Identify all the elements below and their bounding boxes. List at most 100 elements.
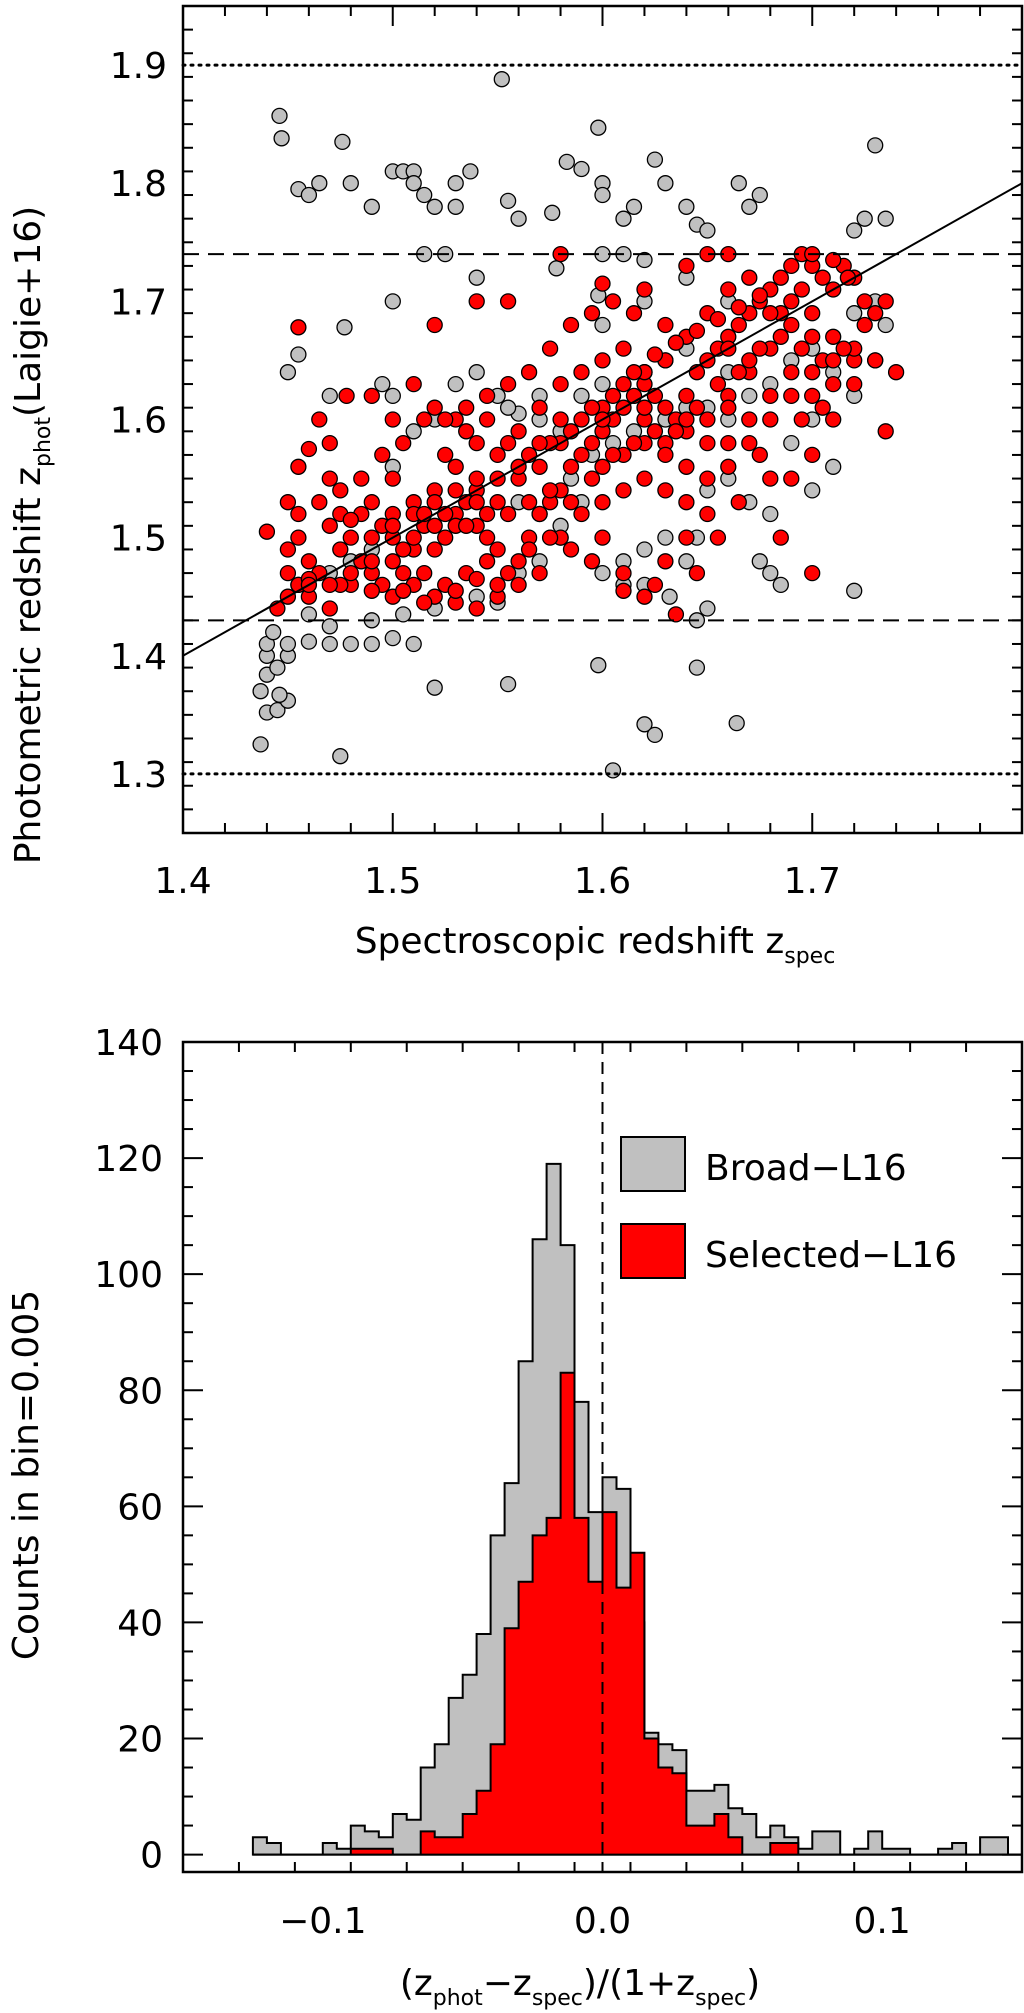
selected-point xyxy=(520,364,538,381)
selected-point xyxy=(531,434,548,452)
broad-point xyxy=(499,675,517,693)
selected-point xyxy=(825,352,842,369)
selected-point xyxy=(615,340,632,357)
histogram-steps xyxy=(251,1042,1022,1872)
histogram-x-tick-label: 0.0 xyxy=(574,1901,631,1942)
selected-point xyxy=(510,553,527,570)
selected-point xyxy=(636,588,653,605)
selected-point xyxy=(699,411,716,428)
selected-point xyxy=(573,411,590,428)
broad-point xyxy=(646,726,664,744)
broad-point xyxy=(447,175,464,192)
selected-point xyxy=(478,553,496,570)
histogram-y-tick-label: 80 xyxy=(117,1371,163,1412)
selected-point xyxy=(772,269,789,286)
histogram-y-tick-label: 0 xyxy=(140,1836,163,1877)
selected-point xyxy=(814,399,831,416)
selected-point xyxy=(594,275,611,292)
selected-point xyxy=(678,458,695,475)
broad-point xyxy=(636,541,653,558)
selected-point xyxy=(657,316,674,334)
selected-point xyxy=(804,364,821,381)
selected-point xyxy=(321,600,338,617)
broad-point xyxy=(544,204,561,221)
selected-point xyxy=(468,494,485,511)
selected-point xyxy=(783,293,800,310)
broad-point xyxy=(615,210,632,227)
selected-point xyxy=(478,411,496,428)
broad-point xyxy=(499,192,517,210)
selected-point xyxy=(384,553,401,570)
selected-point xyxy=(720,399,737,416)
selected-point xyxy=(667,334,685,351)
selected-point xyxy=(667,606,685,623)
selected-point xyxy=(489,446,506,464)
broad-point xyxy=(625,198,643,215)
broad-point xyxy=(426,679,443,696)
selected-point xyxy=(562,458,580,475)
selected-point xyxy=(699,470,716,487)
broad-point xyxy=(772,576,789,594)
selected-point xyxy=(468,600,485,617)
broad-point xyxy=(636,251,653,269)
selected-point xyxy=(594,529,611,546)
selected-point xyxy=(804,305,821,322)
broad-point xyxy=(594,186,611,204)
broad-point xyxy=(252,683,269,700)
legend-label-broad: Broad−L16 xyxy=(705,1148,907,1189)
histogram-axes: −0.1 0.0 0.1 0 20 40 60 80 100 120 140 xyxy=(94,1023,1024,1942)
broad-point xyxy=(363,635,380,653)
selected-point xyxy=(615,582,632,599)
selected-point xyxy=(825,375,842,393)
selected-point xyxy=(311,494,328,511)
selected-point xyxy=(342,511,359,529)
broad-point xyxy=(636,716,653,733)
selected-point xyxy=(814,269,831,286)
selected-point xyxy=(332,541,349,558)
selected-point xyxy=(678,529,695,546)
selected-point xyxy=(741,411,758,428)
selected-point xyxy=(290,529,307,546)
selected-point xyxy=(887,364,905,381)
selected-point xyxy=(279,564,297,582)
histogram-y-axis-label: Counts in bin=0.005 xyxy=(6,1290,47,1660)
selected-point xyxy=(342,529,359,546)
selected-point xyxy=(489,494,506,511)
selected-point xyxy=(395,434,412,452)
selected-point xyxy=(877,423,894,440)
selected-point xyxy=(573,364,590,381)
selected-point xyxy=(384,517,401,534)
selected-point xyxy=(499,564,517,582)
selected-point xyxy=(604,446,622,464)
selected-point xyxy=(510,576,527,594)
selected-point xyxy=(395,541,412,558)
scatter-x-tick-label: 1.6 xyxy=(574,861,631,902)
selected-point xyxy=(867,305,884,322)
selected-point xyxy=(363,553,380,570)
scatter-x-axis-label: Spectroscopic redshift zspec xyxy=(355,921,836,969)
legend-label-selected: Selected−L16 xyxy=(705,1235,957,1276)
scatter-y-tick-label: 1.7 xyxy=(110,282,167,323)
selected-point xyxy=(300,440,318,458)
selected-point xyxy=(520,494,538,511)
selected-point xyxy=(321,434,338,452)
broad-point xyxy=(384,629,401,647)
broad-point xyxy=(279,635,297,653)
broad-point xyxy=(846,305,863,322)
broad-point xyxy=(279,364,297,381)
selected-point xyxy=(384,411,401,428)
selected-point xyxy=(804,446,821,464)
selected-point xyxy=(825,251,842,269)
scatter-y-tick-label: 1.6 xyxy=(110,401,167,442)
selected-point xyxy=(678,494,695,511)
selected-point xyxy=(342,564,359,582)
selected-point xyxy=(468,570,485,588)
histogram-y-tick-label: 20 xyxy=(117,1720,163,1761)
broad-point xyxy=(300,186,318,204)
broad-point xyxy=(395,606,412,623)
scatter-reference-lines xyxy=(181,63,1024,776)
selected-point xyxy=(720,434,737,452)
selected-point xyxy=(793,411,810,428)
selected-point xyxy=(646,576,664,594)
